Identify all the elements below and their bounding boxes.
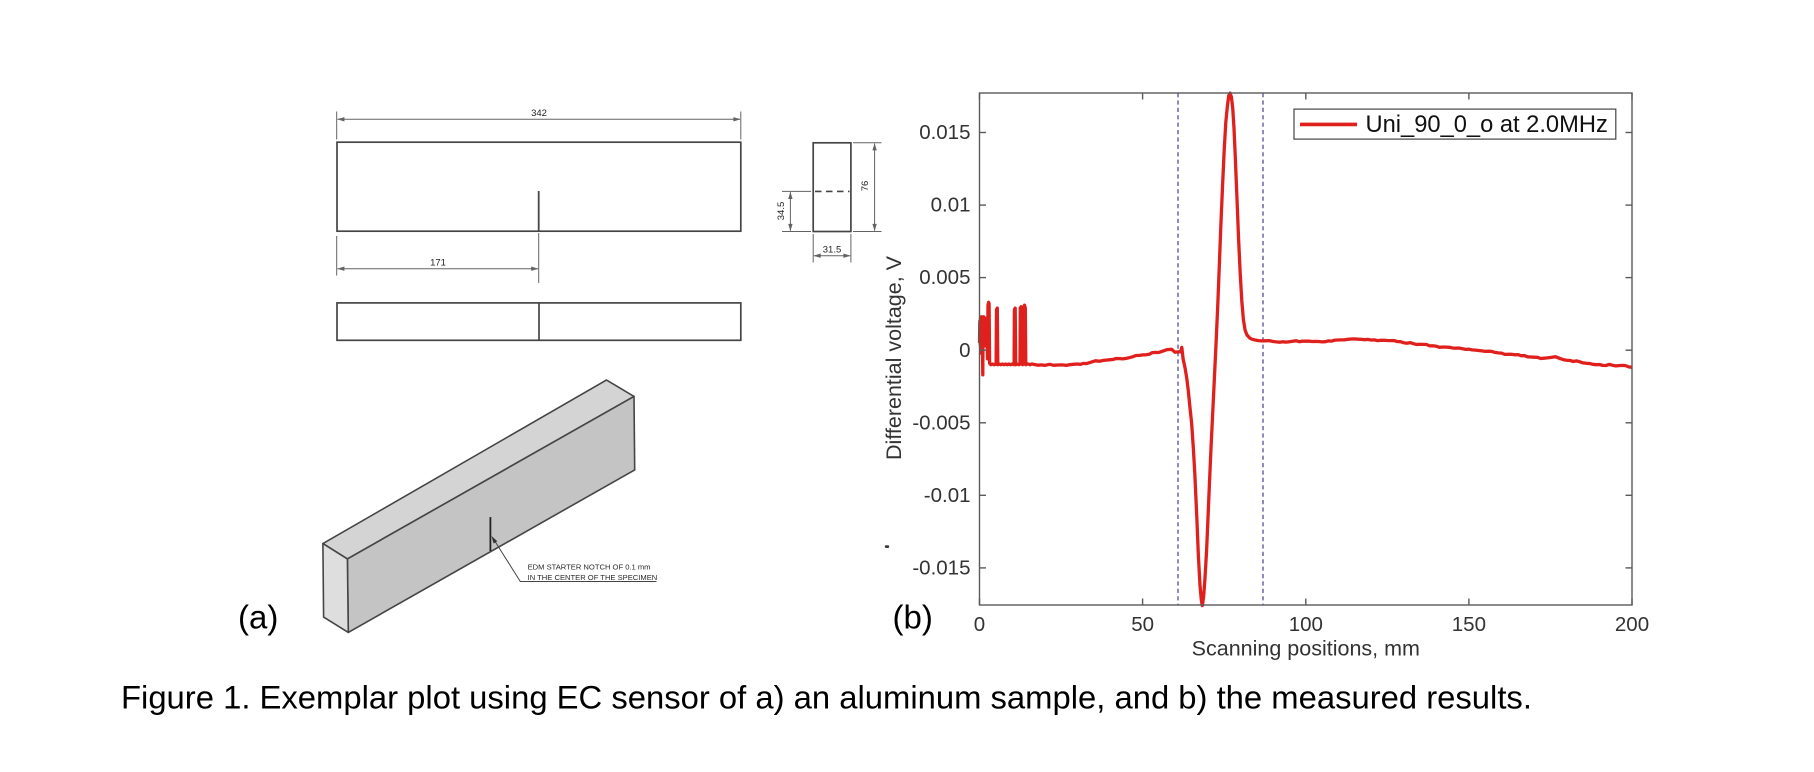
svg-text:50: 50	[1131, 613, 1154, 636]
svg-text:342: 342	[531, 108, 547, 119]
svg-text:(b): (b)	[893, 599, 933, 636]
svg-text:EDM STARTER NOTCH OF 0.1 mm: EDM STARTER NOTCH OF 0.1 mm	[528, 562, 651, 571]
svg-text:34.5: 34.5	[776, 202, 787, 221]
svg-text:IN THE CENTER OF THE SPECIMEN: IN THE CENTER OF THE SPECIMEN	[528, 573, 658, 582]
svg-text:Uni_90_0_o at 2.0MHz: Uni_90_0_o at 2.0MHz	[1366, 112, 1608, 138]
svg-text:0: 0	[959, 339, 970, 362]
svg-text:0.015: 0.015	[919, 121, 970, 144]
svg-text:Scanning positions, mm: Scanning positions, mm	[1192, 637, 1420, 661]
svg-text:0.01: 0.01	[931, 194, 971, 217]
svg-text:Figure 1. Exemplar plot using: Figure 1. Exemplar plot using EC sensor …	[121, 679, 1532, 716]
svg-text:Differential voltage, V: Differential voltage, V	[882, 255, 906, 460]
svg-text:200: 200	[1615, 613, 1649, 636]
svg-text:100: 100	[1289, 613, 1323, 636]
svg-text:(a): (a)	[238, 599, 278, 636]
svg-text:171: 171	[430, 257, 446, 268]
svg-text:-0.015: -0.015	[912, 557, 970, 580]
svg-text:-0.01: -0.01	[924, 484, 971, 507]
svg-text:0.005: 0.005	[919, 266, 970, 289]
svg-text:0: 0	[974, 613, 985, 636]
svg-text:150: 150	[1452, 613, 1486, 636]
svg-text:76: 76	[860, 181, 871, 192]
svg-text:31.5: 31.5	[823, 244, 842, 255]
svg-text:-0.005: -0.005	[912, 411, 970, 434]
